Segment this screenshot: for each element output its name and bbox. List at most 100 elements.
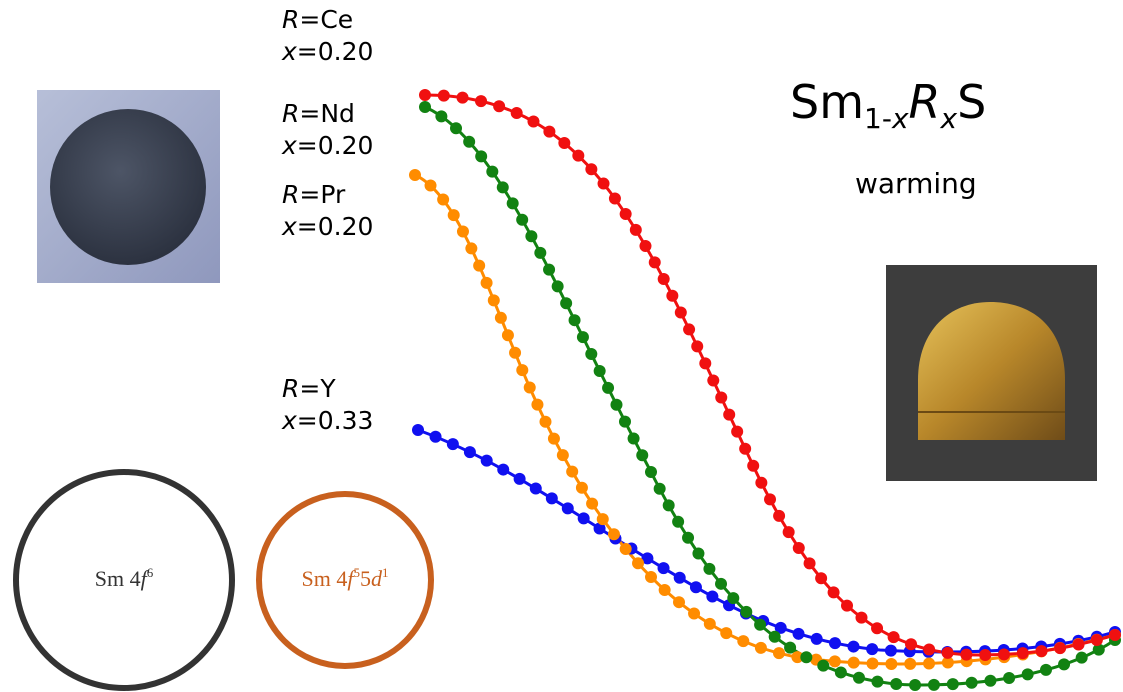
curve-dot <box>923 643 935 655</box>
curve-dot <box>793 542 805 554</box>
curve-dot <box>674 572 686 584</box>
dark-disk <box>50 109 206 265</box>
curve-label-fraction: x=0.20 <box>281 131 373 160</box>
figure: Sm1-xRxS warming R=Cex=0.20R=Ndx=0.20R=P… <box>0 0 1123 692</box>
curve-dot <box>888 631 900 643</box>
curve-label-element: R=Pr <box>282 180 346 209</box>
curve-dot <box>966 677 978 689</box>
curve-dot <box>562 502 574 514</box>
subtitle: warming <box>855 167 977 200</box>
curve-dot <box>1054 642 1066 654</box>
label-element: =Pr <box>299 180 346 209</box>
curve-dot <box>998 648 1010 660</box>
curve-dot <box>704 618 716 630</box>
label-var: R <box>282 99 299 128</box>
curve-dot <box>507 197 519 209</box>
curve-dot <box>885 658 897 670</box>
curve-dot <box>598 178 610 190</box>
curve-dot <box>572 150 584 162</box>
curve-dot <box>890 678 902 690</box>
curve-dot <box>516 214 528 226</box>
curve-dot <box>764 493 776 505</box>
curve-dot <box>715 578 727 590</box>
curve-dot <box>773 647 785 659</box>
curve-dot <box>630 224 642 236</box>
curve-dot <box>947 678 959 690</box>
curve-dot <box>419 101 431 113</box>
curve-dot <box>495 312 507 324</box>
curve-dot <box>632 557 644 569</box>
curve-dot <box>475 150 487 162</box>
curve-dot <box>682 532 694 544</box>
curve-dot <box>488 294 500 306</box>
curve-dot <box>548 433 560 445</box>
curve-dot <box>438 90 450 102</box>
curve-dot <box>829 637 841 649</box>
label-x-var: x <box>281 212 297 241</box>
curve-dot <box>546 492 558 504</box>
curve-dot <box>511 107 523 119</box>
curve-labels: R=Cex=0.20R=Ndx=0.20R=Prx=0.20R=Yx=0.33 <box>281 5 373 435</box>
curve-dot <box>841 600 853 612</box>
curve-dot <box>720 627 732 639</box>
curve-dot <box>497 181 509 193</box>
curve-dot <box>707 374 719 386</box>
curve-dot <box>419 89 431 101</box>
curve-dot <box>666 290 678 302</box>
label-element: =Y <box>299 374 336 403</box>
curve-dot <box>848 641 860 653</box>
label-element: =Nd <box>299 99 355 128</box>
curve-dot <box>1017 647 1029 659</box>
curve-dot <box>577 331 589 343</box>
curve-dot <box>855 612 867 624</box>
curve-dot <box>557 449 569 461</box>
curve-dot <box>800 651 812 663</box>
curve-dot <box>747 460 759 472</box>
curve-dot <box>430 431 442 443</box>
curve-dot <box>514 473 526 485</box>
curve-dot <box>602 382 614 394</box>
curve-dot <box>688 608 700 620</box>
curve-dot <box>534 247 546 259</box>
curve-dot <box>1073 638 1085 650</box>
curve-dot <box>723 409 735 421</box>
curve-dot <box>475 95 487 107</box>
curve-dot <box>530 483 542 495</box>
curve-dot <box>569 314 581 326</box>
label-element: =Ce <box>299 5 353 34</box>
curve-dot <box>450 122 462 134</box>
curve-dot <box>409 169 421 181</box>
curve-dot <box>928 679 940 691</box>
curve-dot <box>609 193 621 205</box>
curve-dot <box>525 230 537 242</box>
curve-dot <box>828 586 840 598</box>
curve-dot <box>628 432 640 444</box>
curve-dot <box>755 642 767 654</box>
label-x-var: x <box>281 406 297 435</box>
curve-dot <box>654 483 666 495</box>
curve-dot <box>848 657 860 669</box>
curve-dot <box>984 675 996 687</box>
curve-dot <box>675 307 687 319</box>
curve-label-fraction: x=0.33 <box>281 406 373 435</box>
curve-dot <box>829 655 841 667</box>
curve-label-fraction: x=0.20 <box>281 37 373 66</box>
curve-dot <box>804 557 816 569</box>
curve-dot <box>457 226 469 238</box>
curve-dot <box>1036 645 1048 657</box>
curve-dot <box>754 619 766 631</box>
curve-dot <box>412 424 424 436</box>
curve-dot <box>699 357 711 369</box>
curve-dot <box>1091 634 1103 646</box>
label-x-var: x <box>281 37 297 66</box>
curve-dot <box>437 194 449 206</box>
curve-dot <box>815 572 827 584</box>
curve-dot <box>739 443 751 455</box>
curve-dot <box>659 584 671 596</box>
curve-dot <box>673 596 685 608</box>
curve-dot <box>866 643 878 655</box>
curve-dot <box>620 208 632 220</box>
curve-dot <box>543 264 555 276</box>
title: Sm1-xRxS <box>790 75 986 135</box>
curve-dot <box>649 256 661 268</box>
